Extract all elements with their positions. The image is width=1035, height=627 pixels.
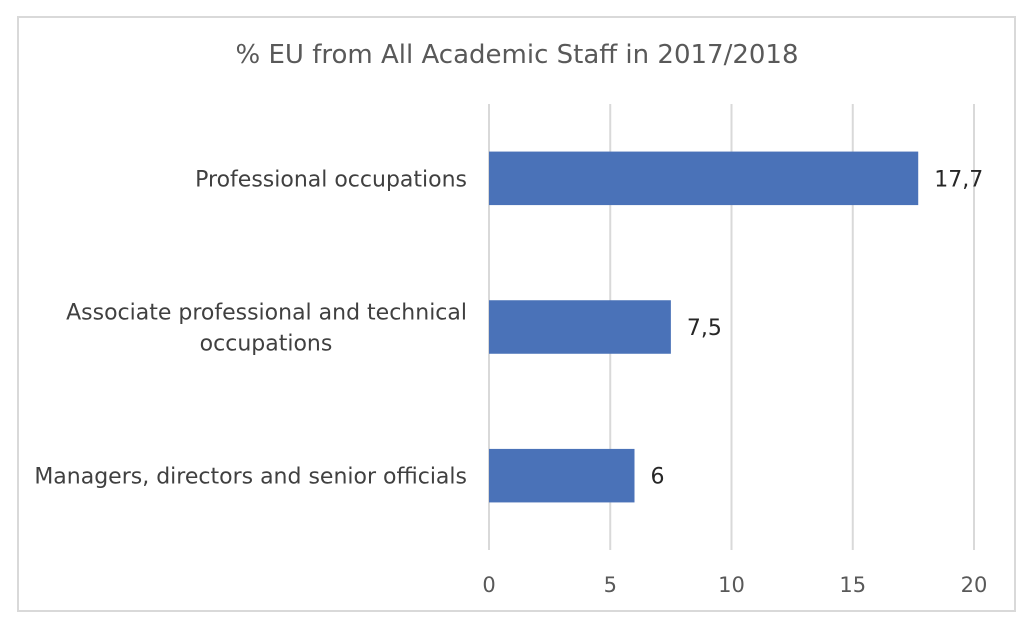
bars	[489, 151, 919, 503]
category-label: Managers, directors and senior officials	[34, 465, 467, 490]
data-label: 7,5	[687, 316, 722, 341]
data-label: 6	[651, 465, 665, 490]
bar	[489, 151, 919, 206]
x-tick-label: 20	[961, 573, 988, 597]
chart-title: % EU from All Academic Staff in 2017/201…	[236, 40, 799, 70]
x-tick-label: 15	[839, 573, 866, 597]
x-tick-label: 5	[604, 573, 617, 597]
x-tick-label: 10	[718, 573, 745, 597]
data-label: 17,7	[934, 167, 983, 192]
bar	[489, 448, 635, 503]
bar	[489, 300, 671, 354]
category-label: Professional occupations	[195, 167, 467, 192]
x-tick-label: 0	[482, 573, 495, 597]
category-labels: Professional occupations Associate profes…	[34, 167, 467, 489]
data-labels: 17,7 7,5 6	[651, 167, 984, 489]
category-label: Associate professional and technical occu…	[66, 301, 467, 357]
x-axis-ticks: 0 5 10 15 20	[482, 573, 987, 597]
